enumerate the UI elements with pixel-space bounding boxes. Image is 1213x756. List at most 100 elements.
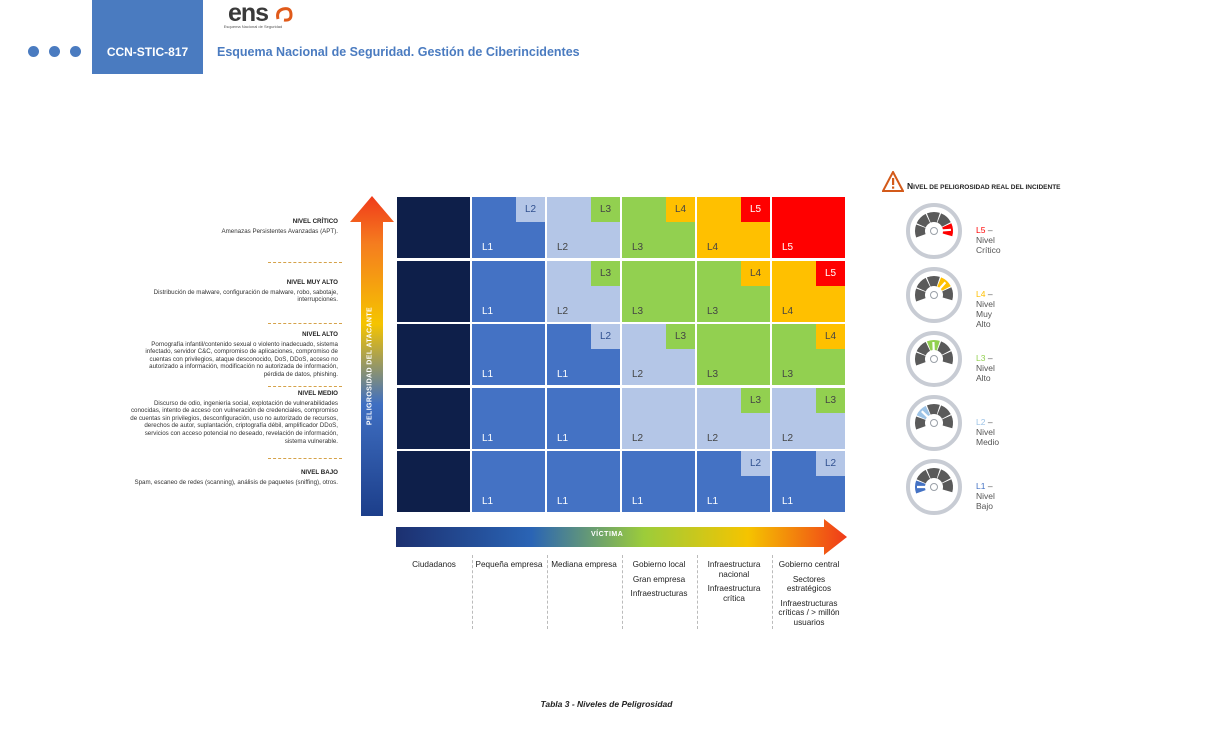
matrix-cell: L4 L5 (697, 197, 770, 258)
victim-label: Infraestructura nacional (707, 560, 761, 579)
legend-code: L1 (976, 481, 986, 491)
legend-title: NIVEL DE PELIGROSIDAD REAL DEL INCIDENTE (907, 181, 1061, 191)
matrix-cell: L2 L3 (547, 197, 620, 258)
column-divider (622, 555, 623, 629)
matrix-cell (397, 387, 470, 449)
cell-level: L3 (632, 242, 644, 253)
ens-logo: ens (228, 0, 294, 28)
level-title: NIVEL CRÍTICO (292, 218, 338, 225)
victim-label: Gran empresa (632, 574, 686, 584)
cell-upper-level: L3 (666, 324, 695, 350)
level-title: NIVEL BAJO (300, 469, 338, 476)
dot-icon (70, 46, 81, 57)
legend-separator: – (985, 417, 993, 427)
logo-subtitle: Esquema Nacional de Seguridad (223, 24, 283, 29)
cell-upper-level: L4 (816, 324, 845, 350)
victim-label: Gobierno central (778, 560, 840, 569)
level-bajo: NIVEL BAJO Spam, escaneo de redes (scann… (128, 469, 338, 486)
cell-level: L2 (782, 432, 794, 444)
legend-item: L5 – Nivel Crítico (976, 225, 1001, 255)
divider (268, 323, 342, 324)
logo-mark-icon (276, 7, 293, 22)
matrix-cell: L1 (472, 260, 545, 322)
legend-text: Nivel Medio (976, 427, 1000, 447)
matrix-cell: L5 (772, 197, 845, 258)
legend-text: Nivel Muy Alto (976, 299, 995, 329)
victim-label: Infraestructura crítica (707, 584, 761, 603)
cell-upper-level: L3 (741, 387, 770, 413)
cell-level: L1 (482, 432, 494, 444)
cell-level: L2 (632, 432, 644, 444)
cell-level: L1 (707, 496, 719, 508)
legend-code: L4 (976, 289, 986, 299)
dot-icon (28, 46, 39, 57)
legend-text: Nivel Alto (976, 363, 995, 383)
cell-upper-level: L2 (816, 451, 845, 477)
victim-label: Sectores estratégicos (786, 574, 832, 594)
legend-separator: – (985, 289, 993, 299)
cell-level: L3 (707, 305, 719, 317)
legend-code: L2 (976, 417, 986, 427)
cell-level: L1 (482, 496, 494, 508)
cell-level: L2 (557, 242, 569, 253)
level-alto: NIVEL ALTO Pornografía infantil/contenid… (128, 331, 338, 379)
matrix-cell: L2 L3 (547, 260, 620, 322)
cell-level: L1 (482, 242, 494, 253)
legend-item: L1 – Nivel Bajo (976, 481, 995, 511)
level-critico: NIVEL CRÍTICO Amenazas Persistentes Avan… (128, 218, 338, 235)
legend-item: L2 – Nivel Medio (976, 417, 999, 447)
column-divider (547, 555, 548, 629)
cell-level: L2 (707, 432, 719, 444)
matrix-cell: L2 L3 (622, 324, 695, 386)
victim-label: Gobierno local (632, 560, 686, 569)
cell-level: L2 (557, 305, 569, 317)
matrix-cell (397, 197, 470, 258)
attacker-arrow-icon (350, 196, 394, 516)
gauge-icon (906, 459, 962, 515)
y-axis-label: PELIGROSIDAD DEL ATACANTE (366, 306, 374, 426)
y-axis-label-wrap: PELIGROSIDAD DEL ATACANTE (362, 218, 378, 514)
cell-level: L1 (482, 305, 494, 317)
level-title: NIVEL ALTO (302, 331, 338, 338)
victim-label: Ciudadanos (412, 560, 456, 569)
victim-column: Ciudadanos (397, 560, 471, 575)
cell-level: L3 (707, 369, 719, 381)
victim-label: Mediana empresa (551, 560, 617, 569)
victim-arrow-icon (396, 519, 847, 555)
matrix-cell: L4 L5 (772, 260, 845, 322)
level-title: NIVEL MEDIO (297, 390, 338, 397)
matrix-cell: L1 (547, 387, 620, 449)
legend-item: L4 – Nivel Muy Alto (976, 289, 995, 329)
divider (268, 262, 342, 263)
cell-upper-level: L2 (741, 451, 770, 477)
column-divider (772, 555, 773, 629)
level-medio: NIVEL MEDIO Discurso de odio, ingeniería… (128, 390, 338, 445)
legend-text: Nivel Crítico (976, 235, 1001, 255)
victim-column: Gobierno central Sectores estratégicos Inf… (772, 560, 846, 633)
matrix-cell: L1 (472, 451, 545, 513)
cell-upper-level: L2 (591, 324, 620, 350)
victim-column: Mediana empresa (547, 560, 621, 575)
doc-code: CCN-STIC-817 (106, 45, 189, 59)
cell-upper-level: L5 (741, 197, 770, 222)
x-axis-label: VÍCTIMA (591, 531, 624, 538)
level-desc: Spam, escaneo de redes (scanning), análi… (134, 478, 338, 486)
cell-level: L3 (782, 369, 794, 381)
matrix-cell: L3 L4 (622, 197, 695, 258)
legend-item: L3 – Nivel Alto (976, 353, 995, 383)
dot-icon (49, 46, 60, 57)
cell-level: L1 (632, 496, 644, 508)
victim-column: Infraestructura nacional Infraestructura … (697, 560, 771, 608)
warning-icon (882, 171, 904, 192)
cell-level: L2 (632, 369, 644, 381)
cell-level: L1 (557, 496, 569, 508)
matrix-cell (397, 451, 470, 513)
victim-column: Pequeña empresa (472, 560, 546, 575)
cell-upper-level: L3 (591, 197, 620, 222)
cell-upper-level: L5 (816, 260, 845, 286)
victim-label: Pequeña empresa (475, 560, 543, 569)
matrix-cell: L3 (622, 260, 695, 322)
matrix-cell: L1 (472, 387, 545, 449)
gauge-icon (906, 395, 962, 451)
cell-upper-level: L3 (591, 260, 620, 286)
